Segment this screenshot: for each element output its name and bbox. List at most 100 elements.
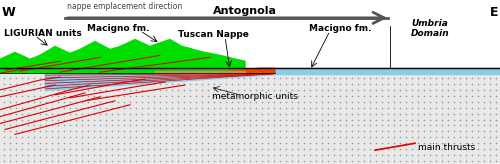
Point [486, 83, 494, 85]
Point [450, 95, 458, 97]
Point [24, 83, 32, 85]
Point [480, 71, 488, 73]
Point [330, 124, 338, 127]
Point [456, 148, 464, 151]
Point [426, 124, 434, 127]
Point [60, 154, 68, 156]
Point [18, 154, 26, 156]
Point [6, 118, 14, 121]
Point [456, 71, 464, 73]
Point [210, 124, 218, 127]
Point [474, 77, 482, 79]
Point [474, 154, 482, 156]
Point [102, 130, 110, 133]
Point [6, 106, 14, 109]
Point [384, 136, 392, 139]
Point [24, 112, 32, 115]
Point [372, 118, 380, 121]
Point [360, 136, 368, 139]
Point [0, 136, 8, 139]
Point [348, 130, 356, 133]
Text: W: W [2, 6, 16, 19]
Point [468, 148, 476, 151]
Point [378, 118, 386, 121]
Point [336, 154, 344, 156]
Point [0, 142, 8, 145]
Point [42, 106, 50, 109]
Point [72, 118, 80, 121]
Point [396, 142, 404, 145]
Point [342, 148, 350, 151]
Point [78, 101, 86, 103]
Point [30, 160, 38, 162]
Point [204, 106, 212, 109]
Point [174, 95, 182, 97]
Point [462, 101, 470, 103]
Point [114, 95, 122, 97]
Point [438, 148, 446, 151]
Point [288, 89, 296, 91]
Point [156, 89, 164, 91]
Point [474, 101, 482, 103]
Point [30, 112, 38, 115]
Point [24, 124, 32, 127]
Point [84, 136, 92, 139]
Point [186, 95, 194, 97]
Point [456, 77, 464, 79]
Point [168, 148, 176, 151]
Point [318, 83, 326, 85]
Point [30, 136, 38, 139]
Point [18, 77, 26, 79]
Point [204, 118, 212, 121]
Point [96, 77, 104, 79]
Point [132, 77, 140, 79]
Point [390, 148, 398, 151]
Point [420, 83, 428, 85]
Point [78, 154, 86, 156]
Point [270, 106, 278, 109]
Point [18, 71, 26, 73]
Point [168, 112, 176, 115]
Point [66, 95, 74, 97]
Point [60, 71, 68, 73]
Point [372, 136, 380, 139]
Point [342, 124, 350, 127]
Point [468, 124, 476, 127]
Point [438, 83, 446, 85]
Point [312, 136, 320, 139]
Point [378, 95, 386, 97]
Point [0, 71, 8, 73]
Point [60, 89, 68, 91]
Point [24, 136, 32, 139]
Point [426, 77, 434, 79]
Point [234, 124, 242, 127]
Point [84, 89, 92, 91]
Point [480, 106, 488, 109]
Point [72, 101, 80, 103]
Point [222, 130, 230, 133]
Point [198, 112, 206, 115]
Point [294, 112, 302, 115]
Point [54, 118, 62, 121]
Point [270, 148, 278, 151]
Point [468, 136, 476, 139]
Point [336, 142, 344, 145]
Point [420, 130, 428, 133]
Point [36, 71, 44, 73]
Point [180, 118, 188, 121]
Point [252, 112, 260, 115]
Point [492, 89, 500, 91]
Point [150, 95, 158, 97]
Point [348, 112, 356, 115]
Point [438, 130, 446, 133]
Point [132, 148, 140, 151]
Point [258, 142, 266, 145]
Point [432, 106, 440, 109]
Point [42, 130, 50, 133]
Point [96, 83, 104, 85]
Point [36, 160, 44, 162]
Point [270, 118, 278, 121]
Point [102, 154, 110, 156]
Point [6, 95, 14, 97]
Point [426, 89, 434, 91]
